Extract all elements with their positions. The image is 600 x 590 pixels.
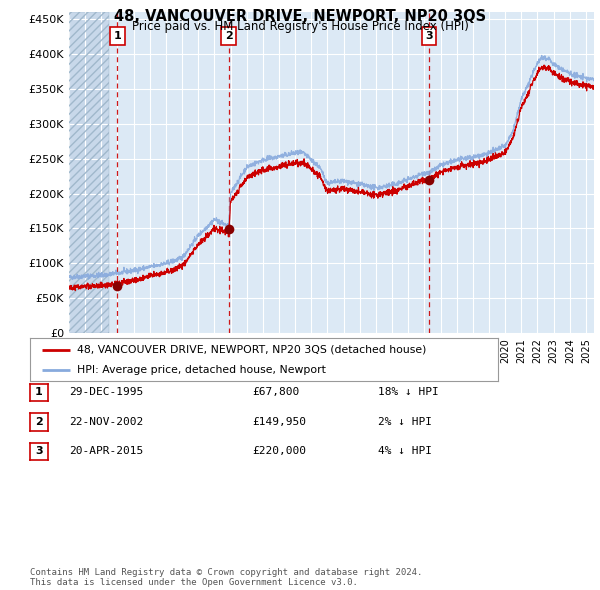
Text: 1: 1 xyxy=(113,31,121,41)
FancyBboxPatch shape xyxy=(110,27,125,45)
Text: Price paid vs. HM Land Registry's House Price Index (HPI): Price paid vs. HM Land Registry's House … xyxy=(131,20,469,33)
Text: Contains HM Land Registry data © Crown copyright and database right 2024.
This d: Contains HM Land Registry data © Crown c… xyxy=(30,568,422,587)
Text: 22-NOV-2002: 22-NOV-2002 xyxy=(69,417,143,427)
Text: 4% ↓ HPI: 4% ↓ HPI xyxy=(378,447,432,456)
Text: £220,000: £220,000 xyxy=(252,447,306,456)
Text: 3: 3 xyxy=(35,447,43,456)
Text: HPI: Average price, detached house, Newport: HPI: Average price, detached house, Newp… xyxy=(77,365,326,375)
Text: 48, VANCOUVER DRIVE, NEWPORT, NP20 3QS (detached house): 48, VANCOUVER DRIVE, NEWPORT, NP20 3QS (… xyxy=(77,345,426,355)
FancyBboxPatch shape xyxy=(221,27,236,45)
FancyBboxPatch shape xyxy=(422,27,436,45)
Text: 29-DEC-1995: 29-DEC-1995 xyxy=(69,388,143,397)
Text: £149,950: £149,950 xyxy=(252,417,306,427)
Text: 2: 2 xyxy=(225,31,233,41)
Text: 2% ↓ HPI: 2% ↓ HPI xyxy=(378,417,432,427)
Bar xyxy=(69,12,109,333)
Text: 3: 3 xyxy=(425,31,433,41)
Text: 48, VANCOUVER DRIVE, NEWPORT, NP20 3QS: 48, VANCOUVER DRIVE, NEWPORT, NP20 3QS xyxy=(114,9,486,24)
Text: 20-APR-2015: 20-APR-2015 xyxy=(69,447,143,456)
Text: 1: 1 xyxy=(35,388,43,397)
Text: £67,800: £67,800 xyxy=(252,388,299,397)
Text: 18% ↓ HPI: 18% ↓ HPI xyxy=(378,388,439,397)
Text: 2: 2 xyxy=(35,417,43,427)
Bar xyxy=(69,12,109,333)
